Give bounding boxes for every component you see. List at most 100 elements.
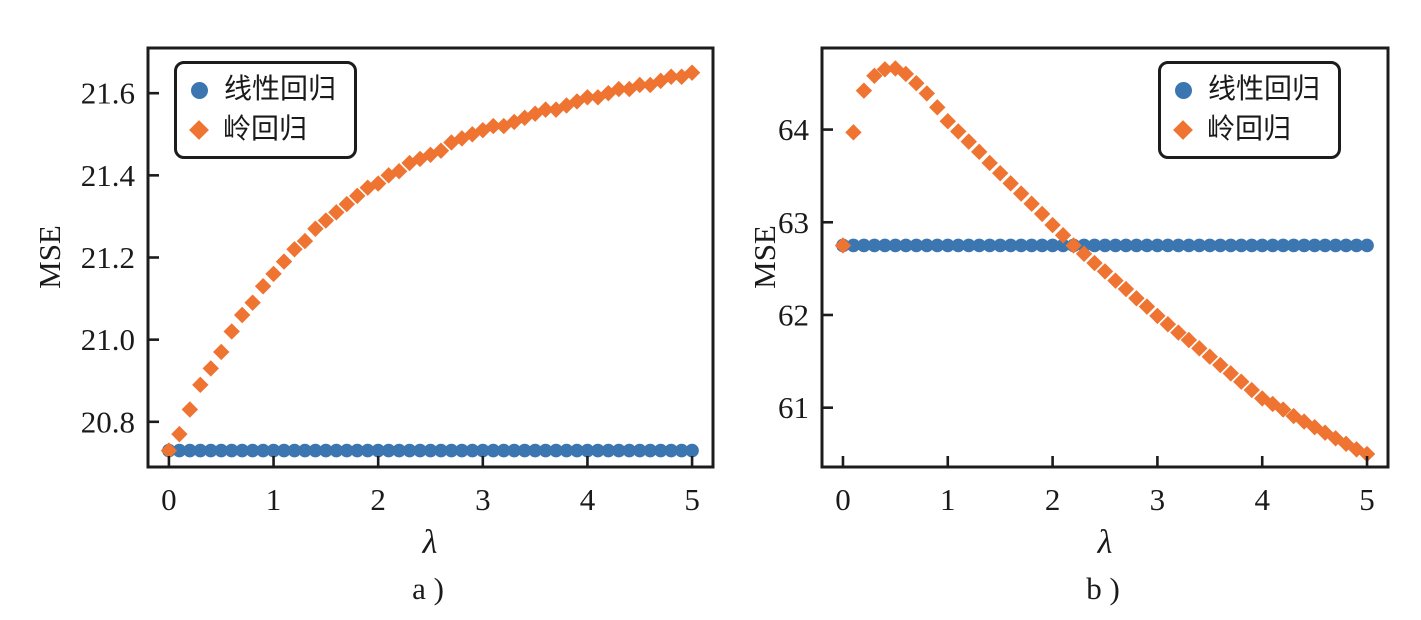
- data-point: [465, 443, 480, 458]
- data-point: [1201, 348, 1219, 365]
- data-point: [444, 443, 459, 458]
- x-tick-label: 0: [835, 482, 851, 517]
- data-point: [308, 443, 323, 458]
- data-point: [413, 443, 427, 458]
- data-point: [1044, 216, 1061, 234]
- data-point: [298, 443, 312, 458]
- data-point: [1274, 401, 1292, 418]
- data-point: [1234, 238, 1249, 253]
- data-point: [1307, 238, 1322, 253]
- data-point: [496, 443, 511, 458]
- data-point: [961, 238, 976, 253]
- data-point: [929, 99, 946, 116]
- data-point: [1192, 238, 1207, 253]
- x-tick-label: 4: [1254, 482, 1270, 517]
- data-point: [960, 133, 977, 150]
- data-point: [1360, 238, 1374, 253]
- data-point: [876, 61, 894, 78]
- legend-label: 线性回归: [224, 74, 337, 105]
- legend-item-ridge-regression: 岭回归: [189, 112, 336, 148]
- data-point: [878, 238, 892, 253]
- y-tick-label: 64: [778, 112, 810, 147]
- data-point: [455, 443, 469, 458]
- panel-a: 0 1 2 3 4 5 20.8 21.0 21.2 21.4 21.6: [81, 46, 715, 517]
- y-tick-label: 21.0: [81, 322, 135, 357]
- data-point: [371, 443, 385, 458]
- data-point: [1297, 238, 1311, 253]
- data-point: [296, 232, 314, 250]
- data-point: [287, 443, 302, 458]
- data-point: [1138, 298, 1156, 315]
- data-point: [1003, 238, 1018, 253]
- data-point: [402, 443, 417, 458]
- data-point: [235, 443, 249, 458]
- data-point: [940, 238, 955, 253]
- data-point: [360, 443, 375, 458]
- data-point: [1014, 238, 1028, 253]
- data-point: [277, 443, 291, 458]
- data-point: [245, 443, 260, 458]
- data-point: [1171, 238, 1186, 253]
- panel-a-caption: a ): [412, 571, 444, 606]
- data-point: [171, 425, 188, 443]
- data-point: [202, 360, 219, 377]
- data-point: [580, 443, 595, 458]
- data-point: [1349, 238, 1364, 253]
- data-point: [939, 113, 956, 130]
- data-point: [653, 443, 668, 458]
- legend-item-ridge-regression: 岭回归: [1173, 112, 1320, 148]
- data-point: [549, 443, 563, 458]
- axes-frame: [146, 46, 715, 469]
- data-point: [214, 443, 229, 458]
- data-point: [642, 76, 659, 94]
- data-point: [1056, 238, 1070, 253]
- y-tick-label: 61: [778, 390, 809, 425]
- data-point: [233, 306, 251, 324]
- data-point: [1191, 340, 1208, 357]
- data-point: [972, 238, 987, 253]
- data-point: [1328, 238, 1343, 253]
- data-point: [266, 443, 281, 458]
- data-point: [172, 443, 187, 458]
- x-tick-label: 1: [940, 482, 956, 517]
- data-point: [631, 76, 648, 94]
- data-point: [1348, 441, 1365, 458]
- data-point: [1203, 238, 1217, 253]
- data-point: [1180, 331, 1198, 349]
- data-point: [286, 241, 303, 258]
- data-point: [1161, 238, 1175, 253]
- data-point: [1223, 238, 1238, 253]
- data-point: [918, 85, 936, 102]
- data-point: [434, 443, 448, 458]
- panel-b-caption: b ): [1086, 571, 1120, 606]
- legend-item-linear-regression: 线性回归: [1175, 72, 1320, 108]
- panel-a-x-axis-label: λ: [422, 524, 438, 561]
- panel-a-legend: 线性回归 岭回归: [174, 61, 358, 159]
- panel-b-y-axis-label: MSE: [747, 225, 782, 289]
- data-point: [213, 343, 230, 361]
- data-point: [432, 142, 450, 159]
- data-point: [1182, 238, 1196, 253]
- x-tick-label: 4: [580, 482, 596, 517]
- data-point: [422, 146, 439, 164]
- data-point: [1045, 238, 1060, 253]
- data-point: [1255, 238, 1270, 253]
- data-point: [579, 89, 596, 106]
- data-point: [1233, 373, 1250, 390]
- data-point: [1213, 238, 1228, 253]
- data-point: [1212, 356, 1229, 374]
- data-point: [674, 443, 689, 458]
- y-tick-label: 21.4: [81, 158, 136, 193]
- data-point: [845, 124, 862, 141]
- data-point: [528, 443, 542, 458]
- data-point: [559, 443, 574, 458]
- data-point: [275, 253, 293, 270]
- data-point: [685, 443, 699, 458]
- data-point: [319, 443, 333, 458]
- data-point: [224, 443, 239, 458]
- data-point: [855, 82, 873, 99]
- x-tick-label: 3: [1150, 482, 1166, 517]
- legend-item-linear-regression: 线性回归: [191, 72, 336, 108]
- x-tick-label: 5: [684, 482, 700, 517]
